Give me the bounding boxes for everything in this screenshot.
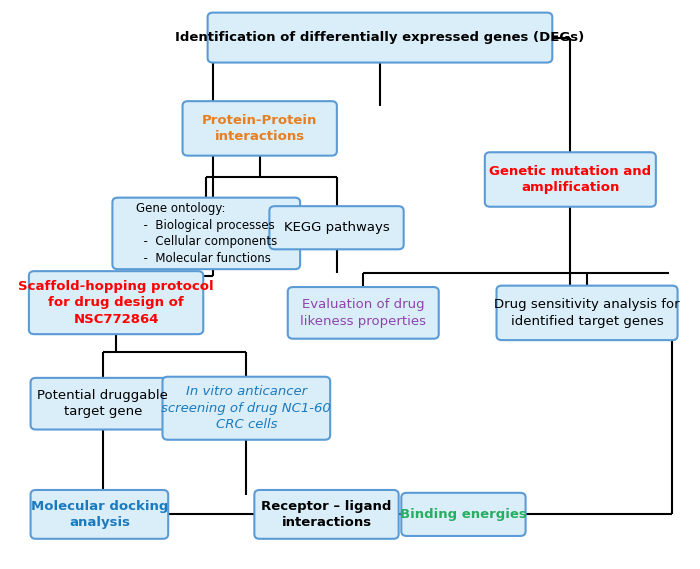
Text: KEGG pathways: KEGG pathways	[284, 221, 389, 234]
Text: Receptor – ligand
interactions: Receptor – ligand interactions	[261, 500, 392, 529]
Text: Drug sensitivity analysis for
identified target genes: Drug sensitivity analysis for identified…	[494, 298, 680, 328]
FancyBboxPatch shape	[31, 378, 175, 430]
FancyBboxPatch shape	[183, 101, 337, 156]
Text: Binding energies: Binding energies	[400, 508, 527, 521]
FancyBboxPatch shape	[254, 490, 399, 539]
Text: Evaluation of drug
likeness properties: Evaluation of drug likeness properties	[300, 298, 426, 328]
FancyBboxPatch shape	[485, 152, 656, 207]
FancyBboxPatch shape	[496, 286, 678, 340]
FancyBboxPatch shape	[31, 490, 168, 539]
Text: Gene ontology:
  -  Biological processes
  -  Cellular components
  -  Molecular: Gene ontology: - Biological processes - …	[136, 202, 277, 265]
FancyBboxPatch shape	[113, 197, 300, 269]
FancyBboxPatch shape	[162, 377, 330, 440]
FancyBboxPatch shape	[270, 206, 404, 249]
FancyBboxPatch shape	[288, 287, 439, 339]
Text: Scaffold-hopping protocol
for drug design of
NSC772864: Scaffold-hopping protocol for drug desig…	[18, 280, 214, 325]
Text: In vitro anticancer
screening of drug NC1-60
CRC cells: In vitro anticancer screening of drug NC…	[162, 385, 331, 431]
FancyBboxPatch shape	[208, 13, 552, 63]
Text: Molecular docking
analysis: Molecular docking analysis	[31, 500, 168, 529]
Text: Potential druggable
target gene: Potential druggable target gene	[37, 389, 168, 418]
FancyBboxPatch shape	[401, 493, 526, 536]
Text: Genetic mutation and
amplification: Genetic mutation and amplification	[489, 165, 652, 194]
Text: Identification of differentially expressed genes (DEGs): Identification of differentially express…	[175, 31, 584, 44]
Text: Protein-Protein
interactions: Protein-Protein interactions	[202, 114, 317, 143]
FancyBboxPatch shape	[29, 271, 203, 334]
